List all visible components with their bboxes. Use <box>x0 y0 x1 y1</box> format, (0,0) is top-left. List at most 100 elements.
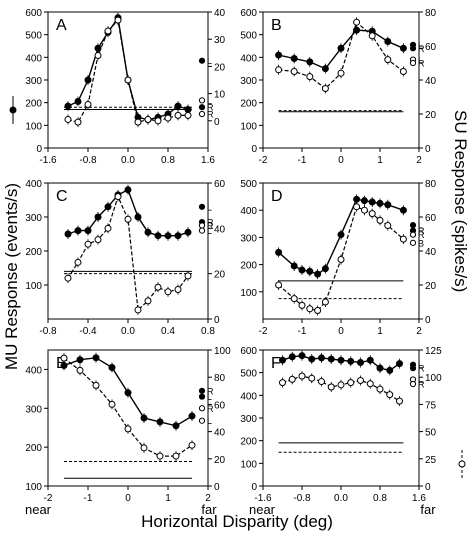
mu-data-point <box>288 353 296 361</box>
y-left-tick-label: 200 <box>25 99 42 110</box>
mu-data-point <box>396 360 403 368</box>
su-data-point <box>140 444 148 452</box>
x-tick-label: 1.6 <box>201 155 215 166</box>
su-data-point <box>347 379 355 387</box>
x-tick-label: -0.4 <box>79 326 97 337</box>
su-data-point <box>321 298 329 306</box>
panel-letter: D <box>271 188 283 205</box>
mu-data-point <box>156 418 164 426</box>
mu-data-point <box>174 232 182 240</box>
su-legend-marker <box>458 460 466 468</box>
x-tick-label: 1 <box>377 155 383 166</box>
y-left-tick-label: 400 <box>240 53 257 64</box>
x-tick-label: 0 <box>125 493 131 504</box>
su-data-point <box>64 274 72 282</box>
eye-marker-label: R <box>418 44 425 54</box>
x-tick-label: -0.8 <box>39 326 57 337</box>
y-left-tick-label: 100 <box>240 459 257 470</box>
x-tick-label: -1 <box>298 326 307 337</box>
su-data-point <box>144 297 152 305</box>
su-data-point <box>360 206 368 214</box>
su-data-point <box>368 210 376 218</box>
su-data-point <box>353 203 361 211</box>
right-y-axis-label-area: SU Response (spikes/s) <box>448 110 474 460</box>
x-tick-label: -2 <box>259 326 268 337</box>
mu-data-point <box>134 213 142 221</box>
y-left-tick-label: 0 <box>251 482 257 493</box>
y-left-tick-label: 500 <box>25 31 42 42</box>
y-left-tick-label: 200 <box>240 437 257 448</box>
x-tick-label: 0.8 <box>201 326 215 337</box>
su-data-point <box>104 27 112 35</box>
su-data-point <box>184 272 192 280</box>
y-right-tick-label: 40 <box>214 8 226 19</box>
mu-data-point <box>290 262 298 270</box>
mu-data-point <box>172 422 180 430</box>
y-left-tick-label: 500 <box>240 31 257 42</box>
x-tick-label: 0.0 <box>121 155 135 166</box>
y-left-tick-label: 300 <box>240 76 257 87</box>
mu-data-point <box>64 102 72 110</box>
su-data-point <box>184 111 192 119</box>
y-right-tick-label: 0 <box>425 144 431 155</box>
y-left-tick-label: 300 <box>240 414 257 425</box>
mu-data-point <box>384 201 392 209</box>
mu-data-point <box>74 98 82 106</box>
eye-marker-label: R <box>207 110 214 120</box>
eye-marker-label: R <box>418 380 425 390</box>
mu-data-point <box>321 65 329 73</box>
eye-marker-label: R <box>207 218 214 228</box>
mu-data-point <box>376 364 384 372</box>
panel-letter: A <box>56 17 67 34</box>
mu-data-point <box>347 357 355 365</box>
su-data-point <box>174 286 182 294</box>
mu-data-point <box>154 232 162 240</box>
mu-data-point <box>64 230 72 238</box>
eye-marker <box>409 239 417 246</box>
x-tick-label: 0 <box>338 155 344 166</box>
x-far-label: far <box>420 502 436 517</box>
mu-data-point <box>337 356 345 364</box>
x-tick-label: 0.0 <box>334 493 348 504</box>
eye-marker <box>198 417 206 424</box>
mu-data-point <box>94 213 102 221</box>
y-right-tick-label: 100 <box>214 346 231 357</box>
eye-marker-label: B <box>418 238 424 248</box>
su-data-point <box>337 69 345 77</box>
eye-marker <box>409 222 417 229</box>
x-tick-label: 2 <box>205 493 211 504</box>
su-data-point <box>84 100 92 108</box>
eye-marker-label: R <box>207 221 214 231</box>
su-data-point <box>164 288 172 296</box>
mu-data-point <box>84 76 92 84</box>
su-data-point <box>290 295 298 303</box>
y-right-tick-label: 20 <box>214 270 226 281</box>
y-right-tick-label: 20 <box>214 62 226 73</box>
eye-marker-label: L <box>207 416 212 426</box>
su-data-point <box>124 425 132 433</box>
eye-marker <box>409 59 417 67</box>
y-left-tick-label: 0 <box>251 144 257 155</box>
y-left-tick-label: 400 <box>25 179 42 190</box>
panel-frame <box>262 349 420 487</box>
y-left-tick-label: 200 <box>25 443 42 454</box>
su-series-line <box>278 21 404 90</box>
y-left-tick-label: 600 <box>240 346 257 357</box>
y-right-tick-label: 40 <box>214 428 226 439</box>
x-tick-label: 1 <box>165 493 171 504</box>
eye-marker-label: L <box>418 40 423 50</box>
x-tick-label: 1 <box>377 326 383 337</box>
eye-marker-label: R <box>418 364 425 374</box>
eye-marker-label: L <box>207 226 212 236</box>
su-data-point <box>384 56 392 64</box>
su-data-point <box>386 391 394 399</box>
su-data-point <box>124 76 132 84</box>
su-data-point <box>399 235 407 243</box>
su-data-point <box>308 374 316 382</box>
x-tick-label: 0.8 <box>373 493 387 504</box>
x-tick-label: -0.8 <box>293 493 311 504</box>
mu-data-point <box>360 197 368 205</box>
su-data-point <box>64 115 72 123</box>
mu-data-point <box>314 270 322 278</box>
